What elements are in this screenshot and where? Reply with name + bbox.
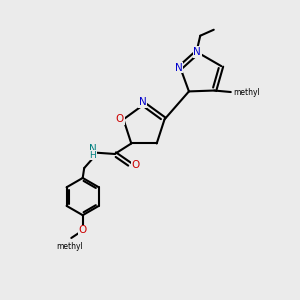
Text: N: N xyxy=(89,144,97,154)
Text: O: O xyxy=(79,226,87,236)
Text: O: O xyxy=(116,114,124,124)
Text: N: N xyxy=(175,62,183,73)
Text: methyl: methyl xyxy=(56,242,83,251)
Text: H: H xyxy=(89,151,96,160)
Text: N: N xyxy=(139,97,146,107)
Text: methyl: methyl xyxy=(233,88,260,97)
Text: N: N xyxy=(194,47,201,57)
Text: O: O xyxy=(132,160,140,170)
